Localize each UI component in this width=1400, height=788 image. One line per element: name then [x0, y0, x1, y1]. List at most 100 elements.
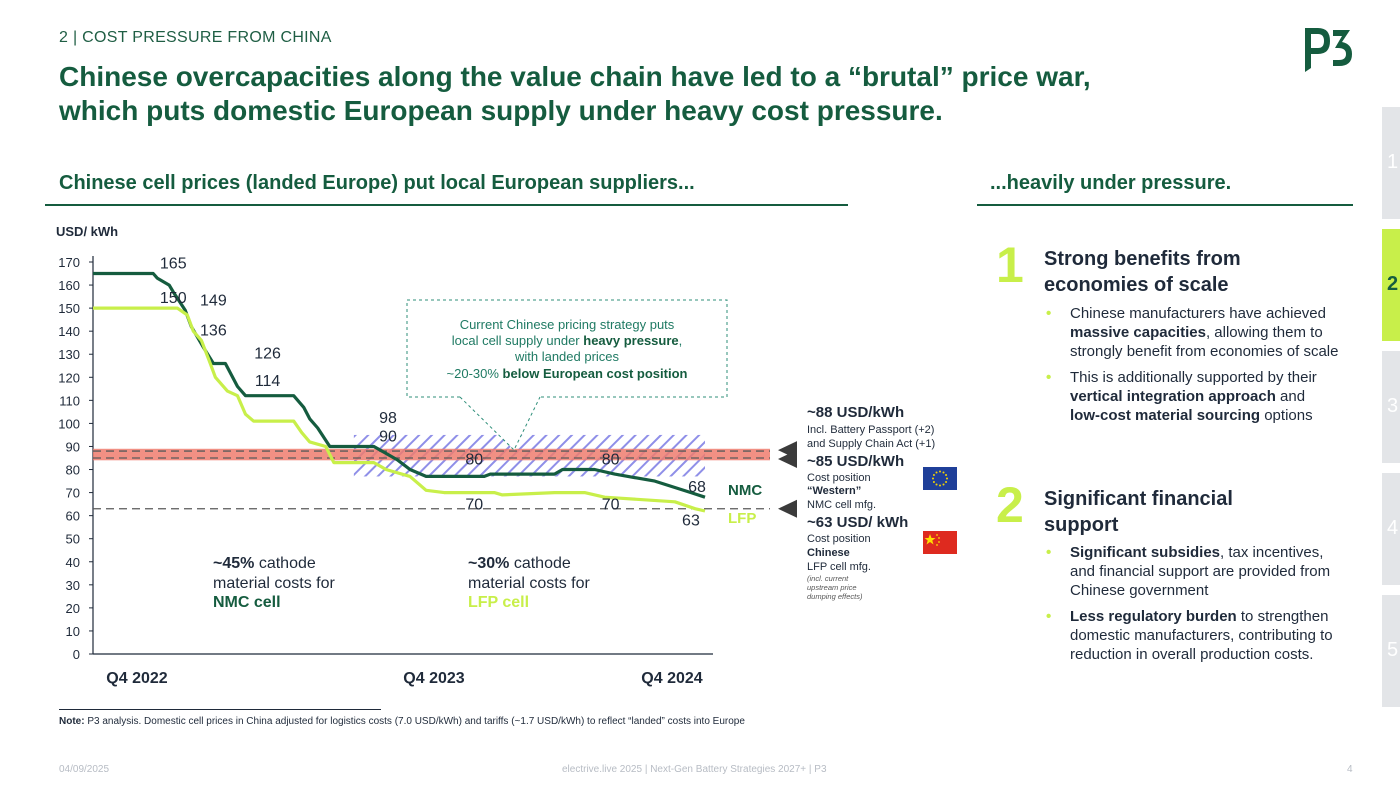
arrow-63-icon — [778, 499, 797, 518]
section-tab-label: 1 — [1387, 151, 1399, 173]
price-chart: USD/ kWh 0 10 20 30 40 50 60 70 80 90 100 110 120 130 1… — [56, 224, 957, 687]
benefit-title-1: Strong benefits from economies of scale — [1044, 246, 1241, 298]
annotation-63-line: Chinese — [807, 547, 850, 559]
series-label-lfp: LFP — [728, 510, 756, 527]
annotation-63-line: LFP cell mfg. — [807, 561, 871, 573]
y-tick-label: 30 — [66, 578, 80, 593]
annotation-63-note: (incl. current — [807, 574, 849, 583]
y-tick-label: 100 — [58, 416, 80, 431]
y-axis-label: USD/ kWh — [56, 224, 118, 239]
benefit-bullets-1: Chinese manufacturers have achieved mass… — [1044, 304, 1339, 432]
y-tick-label: 170 — [58, 255, 80, 270]
point-label: 114 — [255, 373, 281, 390]
benefit-bullet: This is additionally supported by their … — [1044, 368, 1339, 425]
annotation-85-line: Cost position — [807, 472, 871, 484]
annotation-63-note: dumping effects) — [807, 592, 863, 601]
section-tab-label: 3 — [1387, 395, 1399, 417]
cathode-annotation-1: ~45% cathode — [213, 555, 316, 572]
y-tick-label: 110 — [59, 393, 80, 408]
page-title: Chinese overcapacities along the value c… — [59, 60, 1239, 128]
point-label: 80 — [465, 452, 483, 469]
footer-event: electrive.live 2025 | Next-Gen Battery S… — [562, 764, 827, 775]
section-tab-2[interactable]: 2 — [1382, 229, 1400, 341]
callout-pointer — [459, 396, 541, 451]
benefit-number-1: 1 — [996, 237, 1024, 293]
section-tab-1[interactable]: 1 — [1382, 107, 1400, 219]
section-tab-3[interactable]: 3 — [1382, 351, 1400, 463]
series-line-lfp — [93, 306, 706, 513]
cathode-annotation-2: ~30% cathode — [468, 555, 571, 572]
y-tick-label: 160 — [58, 278, 80, 293]
cathode-annotation-cell: LFP cell — [468, 594, 529, 611]
benefit-title-2-line1: Significant financial — [1044, 488, 1233, 510]
cathode-annotation-cell: NMC cell — [213, 594, 281, 611]
benefit-bullet: Less regulatory burden to strengthen dom… — [1044, 607, 1339, 664]
china-flag-icon — [923, 531, 957, 554]
annotation-88-line: Incl. Battery Passport (+2) — [807, 424, 934, 436]
y-tick-label: 90 — [66, 439, 80, 454]
section-tab-label: 2 — [1387, 273, 1399, 295]
annotation-85-title: ~85 USD/kWh — [807, 453, 904, 470]
footnote: Note: P3 analysis. Domestic cell prices … — [59, 716, 745, 727]
annotation-85-line: NMC cell mfg. — [807, 499, 876, 511]
benefit-title-1-line2: economies of scale — [1044, 274, 1229, 296]
series-line-nmc — [93, 271, 706, 499]
page-title-line1: Chinese overcapacities along the value c… — [59, 61, 1091, 92]
page-title-line2: which puts domestic European supply unde… — [59, 95, 943, 126]
y-tick-label: 0 — [73, 647, 80, 662]
section-tab-4[interactable]: 4 — [1382, 473, 1400, 585]
section-tab-label: 5 — [1387, 639, 1399, 661]
y-tick-label: 10 — [66, 624, 80, 639]
y-tick-label: 40 — [66, 555, 80, 570]
point-label: 68 — [688, 479, 706, 496]
benefit-number-2: 2 — [996, 477, 1024, 533]
series-label-nmc: NMC — [728, 482, 762, 499]
point-label: 165 — [160, 256, 187, 273]
left-heading-rule — [45, 204, 848, 206]
point-label: 136 — [200, 322, 227, 339]
point-label: 70 — [602, 497, 620, 514]
cathode-annotation-line: material costs for — [468, 575, 590, 592]
footer-date: 04/09/2025 — [59, 764, 110, 775]
point-label: 149 — [200, 292, 227, 309]
callout-box — [406, 299, 728, 398]
benefit-bullet: Chinese manufacturers have achieved mass… — [1044, 304, 1339, 361]
footnote-rule — [59, 709, 381, 710]
right-section-heading: ...heavily under pressure. — [990, 172, 1232, 194]
cathode-annotation-line: material costs for — [213, 575, 335, 592]
y-tick-label: 70 — [66, 486, 80, 501]
annotation-63-title: ~63 USD/ kWh — [807, 514, 908, 531]
annotation-85-line: “Western” — [807, 485, 861, 497]
callout-line: local cell supply under heavy pressure, — [452, 333, 683, 348]
point-label: 150 — [160, 290, 187, 307]
y-tick-label: 150 — [58, 301, 80, 316]
left-section-heading: Chinese cell prices (landed Europe) put … — [59, 172, 695, 194]
annotation-88-line: and Supply Chain Act (+1) — [807, 438, 935, 450]
point-label: 126 — [254, 345, 281, 362]
arrow-85-icon — [778, 450, 797, 468]
y-tick-label: 130 — [58, 347, 80, 362]
benefit-title-1-line1: Strong benefits from — [1044, 248, 1241, 270]
benefit-bullet: Significant subsidies, tax incentives, a… — [1044, 543, 1339, 600]
cost-band — [93, 448, 770, 461]
benefit-title-2-line2: support — [1044, 514, 1119, 536]
callout-line: ~20-30% below European cost position — [447, 366, 688, 381]
x-tick-label: Q4 2024 — [641, 670, 702, 687]
p3-logo — [1305, 28, 1352, 72]
y-tick-label: 50 — [66, 532, 80, 547]
callout-line: with landed prices — [514, 349, 620, 364]
section-tab-5[interactable]: 5 — [1382, 595, 1400, 707]
point-label: 80 — [602, 452, 620, 469]
point-label: 98 — [379, 410, 397, 427]
x-tick-label: Q4 2023 — [403, 670, 464, 687]
point-label: 70 — [465, 497, 483, 514]
annotation-63-note: upstream price — [807, 583, 857, 592]
x-tick-label: Q4 2022 — [106, 670, 167, 687]
y-tick-label: 80 — [66, 463, 80, 478]
benefit-bullets-2: Significant subsidies, tax incentives, a… — [1044, 543, 1339, 671]
y-tick-label: 20 — [66, 601, 80, 616]
section-label: 2 | COST PRESSURE FROM CHINA — [59, 29, 332, 46]
right-heading-rule — [977, 204, 1353, 206]
y-tick-label: 140 — [58, 324, 80, 339]
point-label: 90 — [379, 428, 397, 445]
